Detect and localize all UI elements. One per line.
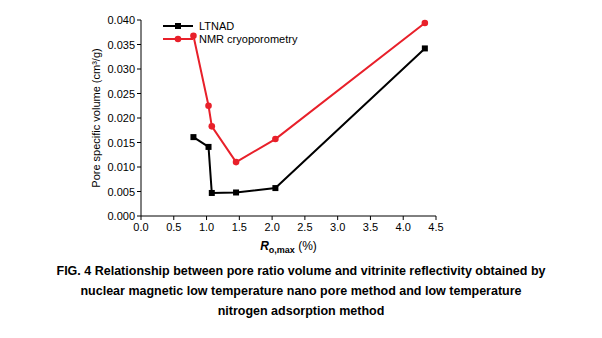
caption: nuclear magnetic low temperature nano po… bbox=[80, 284, 521, 298]
y-tick bbox=[137, 167, 141, 168]
x-tick-label: 2.5 bbox=[297, 221, 312, 233]
y-tick-label: 0.010 bbox=[107, 161, 135, 173]
x-tick-label: 0.0 bbox=[133, 221, 148, 233]
x-tick bbox=[239, 216, 240, 220]
x-axis bbox=[141, 216, 436, 217]
x-tick bbox=[206, 216, 207, 220]
y-tick bbox=[137, 216, 141, 217]
x-label-suffix: (%) bbox=[295, 239, 317, 253]
y-tick-label: 0.040 bbox=[107, 14, 135, 26]
x-label-main: R bbox=[260, 239, 269, 253]
y-tick bbox=[137, 191, 141, 192]
data-point bbox=[233, 189, 239, 195]
x-tick bbox=[403, 216, 404, 220]
y-tick-label: 0.025 bbox=[107, 88, 135, 100]
y-tick-label: 0.000 bbox=[107, 210, 135, 222]
x-tick bbox=[272, 216, 273, 220]
y-tick-label: 0.020 bbox=[107, 112, 135, 124]
y-tick bbox=[137, 44, 141, 45]
data-point bbox=[206, 144, 212, 150]
x-tick-label: 1.0 bbox=[199, 221, 214, 233]
legend-marker bbox=[175, 36, 182, 43]
data-point bbox=[190, 32, 197, 39]
data-point bbox=[272, 185, 278, 191]
x-tick-label: 0.5 bbox=[166, 221, 181, 233]
chart: 0.0 0.5 1.0 1.5 2.0 2.5 3.0 3.5 4.0 4.5 0.000 0.005… bbox=[0, 0, 602, 338]
series-line bbox=[193, 23, 424, 162]
x-tick bbox=[173, 216, 174, 220]
x-label-sub: o,max bbox=[269, 245, 295, 255]
legend-marker bbox=[175, 23, 181, 29]
x-tick-label: 1.5 bbox=[232, 221, 247, 233]
data-point bbox=[422, 20, 429, 27]
data-point bbox=[209, 190, 215, 196]
y-tick bbox=[137, 93, 141, 94]
y-tick-label: 0.015 bbox=[107, 137, 135, 149]
x-tick bbox=[141, 216, 142, 220]
data-point bbox=[190, 134, 196, 140]
data-point bbox=[205, 102, 212, 109]
caption: FIG. 4 Relationship between pore ratio v… bbox=[57, 264, 546, 278]
x-tick-label: 4.5 bbox=[428, 221, 443, 233]
data-point bbox=[422, 45, 428, 51]
y-axis-label: Pore specific volume (cm³/g) bbox=[90, 48, 102, 187]
data-point bbox=[272, 136, 279, 143]
y-tick bbox=[137, 69, 141, 70]
x-tick-label: 3.5 bbox=[363, 221, 378, 233]
x-tick-label: 4.0 bbox=[396, 221, 411, 233]
caption: nitrogen adsorption method bbox=[218, 304, 385, 318]
y-tick-label: 0.005 bbox=[107, 186, 135, 198]
x-tick bbox=[304, 216, 305, 220]
x-tick bbox=[436, 216, 437, 220]
x-tick bbox=[370, 216, 371, 220]
legend-label: LTNAD bbox=[199, 20, 234, 32]
series-line bbox=[193, 48, 424, 193]
legend: LTNADNMR cryoporometry bbox=[163, 20, 298, 45]
x-tick-label: 2.0 bbox=[264, 221, 279, 233]
y-tick bbox=[137, 118, 141, 119]
data-point bbox=[209, 123, 216, 130]
x-axis-label: Ro,max (%) bbox=[260, 239, 317, 255]
plot-area bbox=[190, 20, 428, 196]
x-tick-label: 3.0 bbox=[330, 221, 345, 233]
y-tick-label: 0.030 bbox=[107, 63, 135, 75]
y-tick bbox=[137, 142, 141, 143]
data-point bbox=[233, 159, 240, 166]
y-tick bbox=[137, 20, 141, 21]
x-tick bbox=[337, 216, 338, 220]
y-tick-label: 0.035 bbox=[107, 39, 135, 51]
legend-label: NMR cryoporometry bbox=[199, 33, 298, 45]
